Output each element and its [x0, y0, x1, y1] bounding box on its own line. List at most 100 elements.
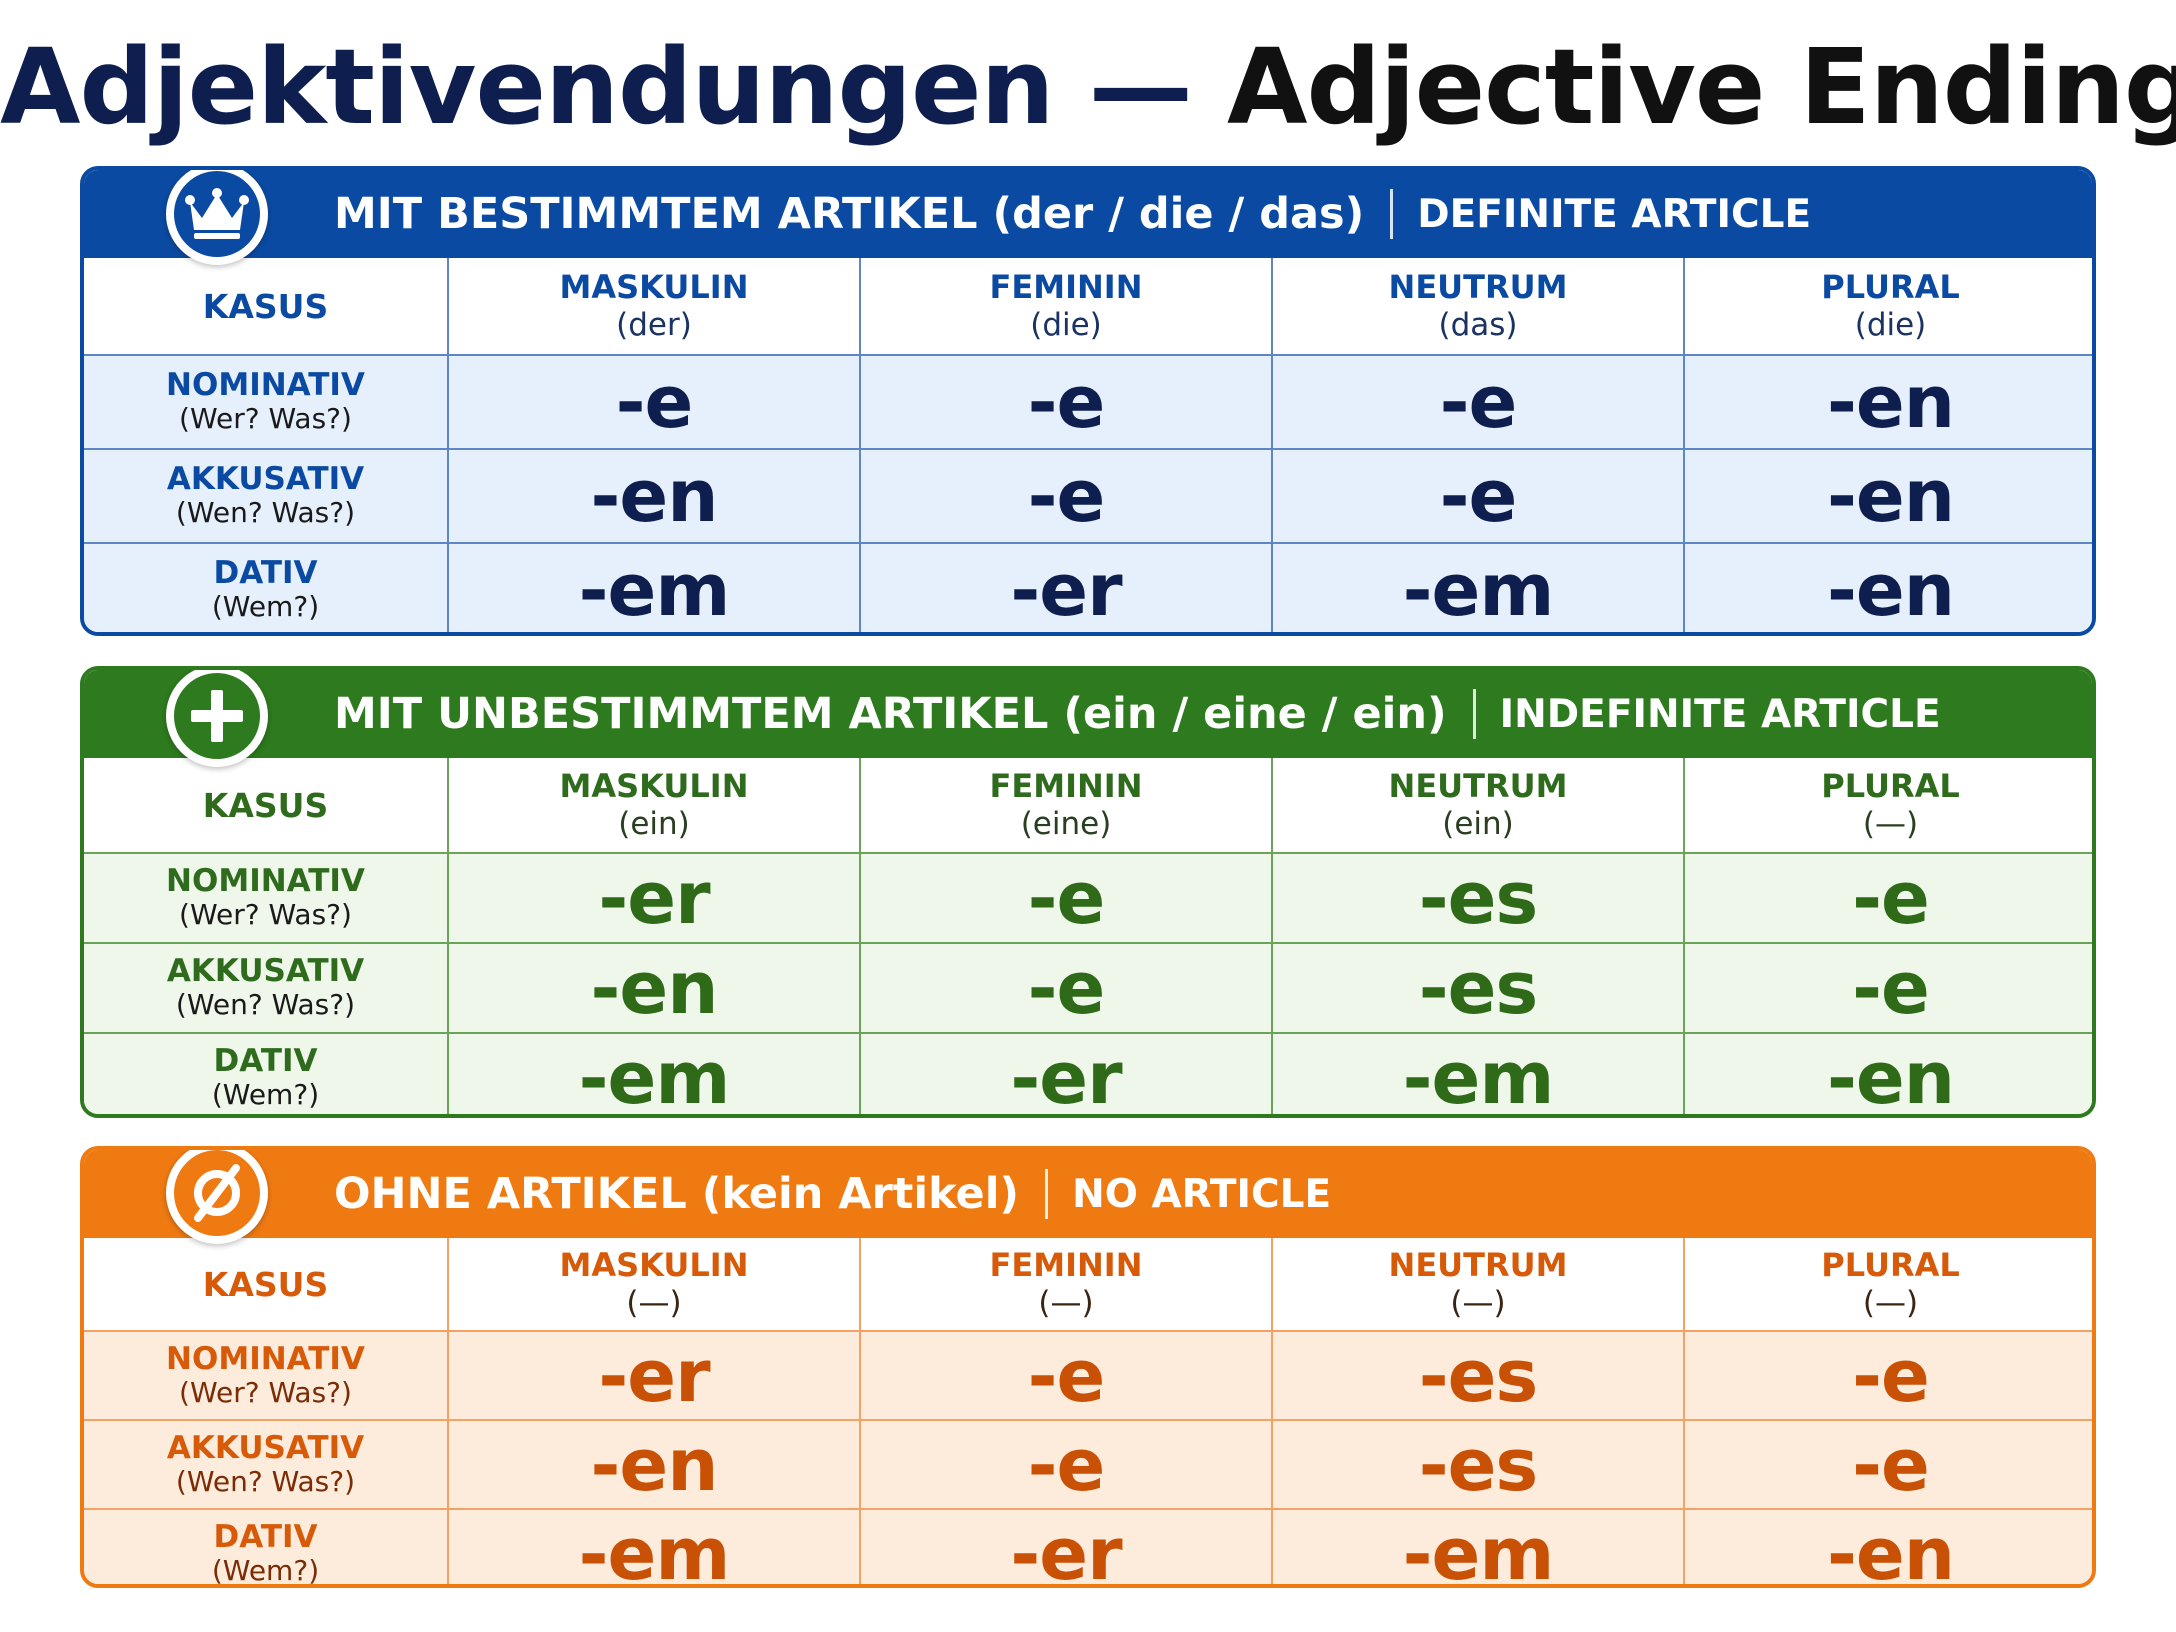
ending-cell: -er [860, 543, 1273, 632]
case-question: (Wem?) [211, 590, 320, 623]
endings-table: KASUS MASKULIN (ein) FEMININ (eine) NEUTRU… [84, 758, 2092, 1118]
column-header: PLURAL (—) [1684, 1238, 2092, 1332]
section-header: OHNE ARTIKEL (kein Artikel) NO ARTICLE [84, 1150, 2092, 1244]
gender-label: MASKULIN [559, 1246, 749, 1284]
ending-value: -e [1027, 856, 1106, 940]
ending-cell: -en [448, 943, 861, 1034]
article-label: (eine) [1020, 806, 1112, 842]
ending-value: -en [1827, 1036, 1955, 1118]
case-cell: DATIV (Wem?) [84, 543, 449, 632]
ending-value: -e [1852, 856, 1930, 940]
table-row: DATIV (Wem?) -em -er -em -en [84, 1509, 2092, 1588]
article-label: (—) [626, 1285, 682, 1321]
section-header: MIT BESTIMMTEM ARTIKEL (der / die / das)… [84, 170, 2092, 265]
ending-cell: -em [1272, 1033, 1685, 1118]
article-label: (der) [616, 307, 692, 343]
case-question: (Wen? Was?) [175, 496, 356, 529]
ending-value: -em [1402, 1036, 1555, 1118]
ending-value: -en [1827, 548, 1955, 632]
ending-value: -en [590, 946, 719, 1030]
case-cell: NOMINATIV (Wer? Was?) [84, 853, 449, 944]
section-subtitle: INDEFINITE ARTICLE [1499, 691, 1941, 737]
ending-value: -e [1852, 1422, 1930, 1507]
ending-value: -es [1418, 946, 1539, 1030]
column-header: NEUTRUM (—) [1272, 1238, 1685, 1332]
gender-label: PLURAL [1821, 268, 1960, 306]
case-name: DATIV [213, 1043, 318, 1079]
ending-cell: -es [1272, 1420, 1685, 1510]
ending-value: -es [1418, 856, 1539, 940]
case-name: NOMINATIV [166, 367, 365, 403]
ending-value: -e [1439, 454, 1518, 538]
case-name: AKKUSATIV [166, 953, 365, 989]
case-name: AKKUSATIV [166, 461, 365, 497]
ending-cell: -e [1684, 853, 2092, 944]
kasus-header: KASUS [84, 1238, 449, 1332]
column-header: MASKULIN (—) [448, 1238, 861, 1332]
column-header: MASKULIN (der) [448, 258, 861, 356]
ending-value: -e [1027, 1422, 1106, 1507]
section-subtitle: DEFINITE ARTICLE [1417, 191, 1812, 237]
case-name: AKKUSATIV [166, 1429, 365, 1466]
column-header: PLURAL (die) [1684, 258, 2092, 356]
ending-cell: -er [860, 1509, 1273, 1588]
ending-cell: -en [448, 449, 861, 544]
case-cell: AKKUSATIV (Wen? Was?) [84, 449, 449, 544]
ending-cell: -em [448, 1033, 861, 1114]
ending-value: -er [1010, 548, 1122, 632]
case-cell: DATIV (Wem?) [84, 1509, 449, 1584]
gender-label: PLURAL [1821, 1246, 1960, 1284]
kasus-label: KASUS [202, 286, 329, 326]
ending-cell: -e [860, 943, 1273, 1034]
case-cell: NOMINATIV (Wer? Was?) [84, 1331, 449, 1421]
page-title: Adjektivendungen — Adjective Endings [0, 22, 2176, 152]
plus-icon [166, 670, 268, 767]
article-label: (ein) [618, 806, 690, 842]
gender-label: PLURAL [1821, 767, 1960, 805]
gender-label: FEMININ [989, 1246, 1143, 1284]
ending-cell: -en [1684, 1033, 2092, 1118]
table-row: NOMINATIV (Wer? Was?) -er -e -es -e [84, 1331, 2092, 1421]
gender-label: NEUTRUM [1388, 767, 1568, 805]
ending-cell: -er [448, 853, 861, 944]
ending-value: -en [590, 454, 719, 538]
ending-value: -en [590, 1422, 719, 1507]
column-header: MASKULIN (ein) [448, 758, 861, 854]
column-header: FEMININ (—) [860, 1238, 1273, 1332]
definite-article-section: MIT BESTIMMTEM ARTIKEL (der / die / das)… [80, 166, 2096, 636]
article-label: (die) [1854, 307, 1927, 343]
ending-cell: -e [860, 1420, 1273, 1510]
ending-value: -e [1027, 454, 1106, 538]
case-question: (Wer? Was?) [179, 898, 352, 931]
ending-value: -e [1852, 1333, 1930, 1418]
ending-value: -es [1418, 1333, 1539, 1418]
table-header-row: KASUS MASKULIN (—) FEMININ (—) NEUTRUM (—) … [84, 1238, 2092, 1332]
ending-value: -e [1027, 1333, 1106, 1418]
case-cell: AKKUSATIV (Wen? Was?) [84, 1420, 449, 1510]
endings-table: KASUS MASKULIN (der) FEMININ (die) NEUTRUM… [84, 258, 2092, 632]
case-name: DATIV [213, 1518, 318, 1555]
ending-value: -er [598, 856, 710, 940]
table-row: DATIV (Wem?) -em -er -em -en [84, 543, 2092, 632]
ending-cell: -e [1272, 449, 1685, 544]
column-header: FEMININ (die) [860, 258, 1273, 356]
ending-value: -er [1010, 1511, 1122, 1588]
ending-cell: -es [1272, 943, 1685, 1034]
ending-value: -em [578, 1511, 731, 1588]
ending-cell: -e [860, 449, 1273, 544]
gender-label: FEMININ [989, 268, 1143, 306]
kasus-label: KASUS [202, 785, 329, 825]
section-title: MIT UNBESTIMMTEM ARTIKEL (ein / eine / e… [334, 689, 1447, 739]
ending-cell: -em [1272, 543, 1685, 632]
header-divider [1472, 689, 1476, 739]
ending-cell: -e [860, 1331, 1273, 1421]
empty-set-icon [166, 1150, 268, 1244]
header-divider [1390, 189, 1394, 239]
ending-cell: -e [860, 355, 1273, 450]
column-header: NEUTRUM (das) [1272, 258, 1685, 356]
ending-cell: -er [860, 1033, 1273, 1114]
article-label: (—) [1862, 806, 1919, 842]
article-label: (ein) [1442, 806, 1514, 842]
title-german: Adjektivendungen [0, 26, 1055, 148]
case-question: (Wen? Was?) [175, 988, 356, 1021]
